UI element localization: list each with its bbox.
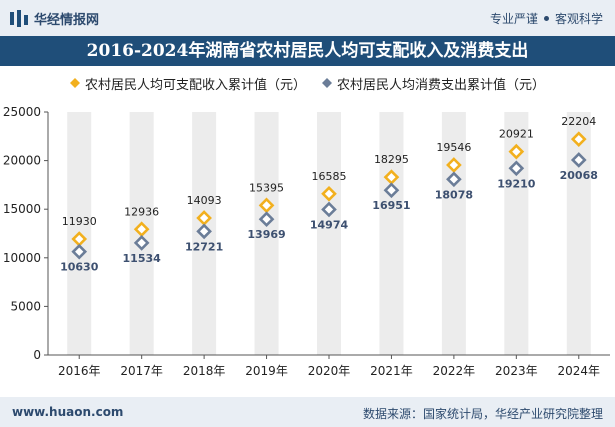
consumption-data-label: 11534 <box>123 252 162 265</box>
y-tick-label: 10000 <box>3 251 41 265</box>
income-data-label: 16585 <box>312 170 347 183</box>
category-band <box>317 112 341 355</box>
category-band <box>441 112 466 355</box>
category-band <box>566 112 591 355</box>
y-tick-label: 25000 <box>3 105 41 119</box>
income-point <box>321 185 337 202</box>
brand: 华经情报网 <box>10 9 100 28</box>
income-data-label: 20921 <box>499 128 534 141</box>
consumption-data-label: 13969 <box>247 228 285 241</box>
income-point <box>258 197 275 214</box>
consumption-point <box>196 223 212 240</box>
x-tick-label: 2018年 <box>183 364 226 378</box>
consumption-point <box>133 235 150 251</box>
y-tick-label: 0 <box>33 348 41 362</box>
chart-title: 2016-2024年湖南省农村居民人均可支配收入及消费支出 <box>86 41 529 61</box>
legend-item-income: 农村居民人均可支配收入累计值（元） <box>69 74 306 93</box>
chart-plot: 0 5000 10000 15000 20000 25000 2016年 2017年 2018年… <box>3 105 610 378</box>
income-point <box>508 143 525 160</box>
income-point <box>446 157 462 173</box>
legend-label-consumption: 农村居民人均消费支出累计值（元） <box>337 77 546 93</box>
legend: 农村居民人均可支配收入累计值（元） 农村居民人均消费支出累计值（元） <box>0 72 615 94</box>
footer-site: www.huaon.com <box>12 405 124 419</box>
y-tick-label: 20000 <box>3 154 41 168</box>
footer-source: 数据来源：国家统计局，华经产业研究院整理 <box>362 407 603 421</box>
x-tick-label: 2024年 <box>558 364 601 378</box>
slogan: 专业严谨 客观科学 <box>490 10 603 27</box>
x-tick-label: 2019年 <box>245 364 288 378</box>
brand-name: 华经情报网 <box>34 12 100 28</box>
footer-bar: www.huaon.com 数据来源：国家统计局，华经产业研究院整理 <box>0 397 615 427</box>
consumption-data-label: 20068 <box>560 169 598 182</box>
x-tick-label: 2020年 <box>308 364 351 378</box>
legend-label-income: 农村居民人均可支配收入累计值（元） <box>84 77 306 93</box>
category-band <box>379 112 404 355</box>
income-data-label: 15395 <box>249 181 284 194</box>
consumption-data-label: 14974 <box>310 218 349 231</box>
consumption-data-label: 18078 <box>435 188 473 201</box>
y-tick-label: 5000 <box>10 299 41 313</box>
top-bar: 华经情报网 专业严谨 客观科学 <box>0 0 615 36</box>
title-bar: 2016-2024年湖南省农村居民人均可支配收入及消费支出 <box>0 36 615 66</box>
consumption-point <box>508 160 525 177</box>
consumption-point <box>71 243 88 260</box>
huajing-logo-icon <box>10 9 28 27</box>
income-data-label: 22204 <box>561 115 596 128</box>
category-band <box>254 112 279 355</box>
consumption-data-label: 12721 <box>185 240 223 253</box>
x-tick-label: 2022年 <box>433 364 476 378</box>
diamond-icon <box>322 78 332 88</box>
y-tick-label: 15000 <box>3 202 41 216</box>
income-data-label: 19546 <box>436 141 471 154</box>
x-tick-label: 2021年 <box>370 364 413 378</box>
income-point <box>570 131 587 148</box>
x-tick-label: 2023年 <box>495 364 538 378</box>
slogan-left: 专业严谨 <box>489 12 538 26</box>
consumption-point <box>570 152 587 168</box>
income-data-label: 11930 <box>62 215 97 228</box>
x-tick-label: 2017年 <box>120 364 163 378</box>
income-data-label: 18295 <box>374 153 409 166</box>
consumption-point <box>446 171 462 188</box>
consumption-data-label: 19210 <box>497 177 536 190</box>
legend-item-consumption: 农村居民人均消费支出累计值（元） <box>322 74 545 93</box>
income-data-label: 12936 <box>124 205 159 218</box>
consumption-point <box>383 182 400 199</box>
diamond-icon <box>69 78 80 88</box>
income-data-label: 14093 <box>187 194 222 207</box>
consumption-point <box>321 201 337 218</box>
slogan-dot-icon <box>543 16 549 21</box>
slogan-right: 客观科学 <box>554 12 603 26</box>
consumption-data-label: 16951 <box>372 199 410 212</box>
consumption-point <box>258 211 275 228</box>
consumption-data-label: 10630 <box>60 261 99 274</box>
x-tick-label: 2016年 <box>58 364 101 378</box>
